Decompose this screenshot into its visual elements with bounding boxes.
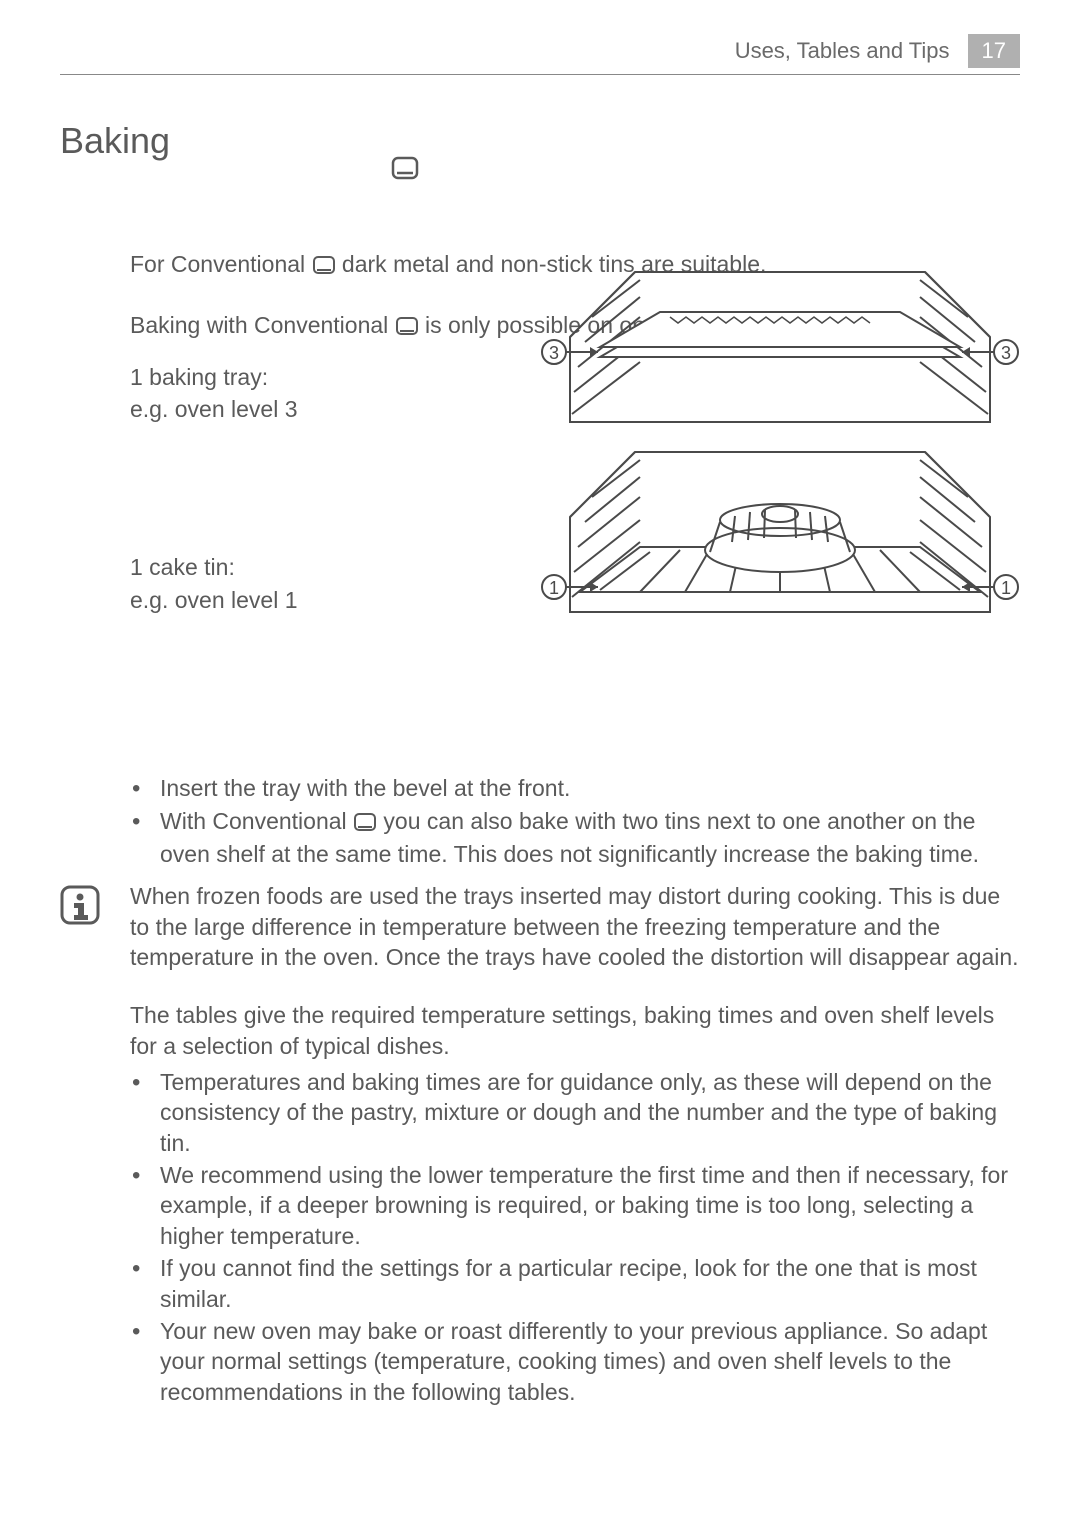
tables-bullet-1: Temperatures and baking times are for gu… [160,1067,1020,1158]
oven-icon [390,155,420,186]
tray-line2: e.g. oven level 3 [130,394,550,424]
general-bullet-2: With Conventional you can also bake with… [160,806,1020,870]
section-title-baking: Baking [60,120,170,162]
general-bullet-1: Insert the tray with the bevel at the fr… [160,773,1020,803]
notes-tables-intro: The tables give the required temperature… [130,1000,1020,1061]
tin-line2: e.g. oven level 1 [130,585,550,615]
svg-text:3: 3 [1001,343,1011,363]
page-number: 17 [968,34,1020,68]
tables-bullet-2: We recommend using the lower temperature… [160,1160,1020,1251]
header-section: Uses, Tables and Tips [735,38,950,64]
svg-text:1: 1 [549,578,559,598]
tables-bullet-3: If you cannot find the settings for a pa… [160,1253,1020,1314]
tin-line1: 1 cake tin: [130,552,550,582]
info-icon [58,883,102,932]
oven-icon [353,809,377,839]
header-rule [60,74,1020,75]
svg-text:1: 1 [1001,578,1011,598]
tray-line1: 1 baking tray: [130,362,550,392]
oven-icon [312,252,336,282]
oven-icon [395,313,419,343]
frozen-foods-note: When frozen foods are used the trays ins… [130,881,1020,972]
oven-diagram-tray: 3 3 [540,262,1020,432]
oven-diagram-caketin: 1 1 [540,442,1020,622]
svg-text:3: 3 [549,343,559,363]
tables-bullet-4: Your new oven may bake or roast differen… [160,1316,1020,1407]
